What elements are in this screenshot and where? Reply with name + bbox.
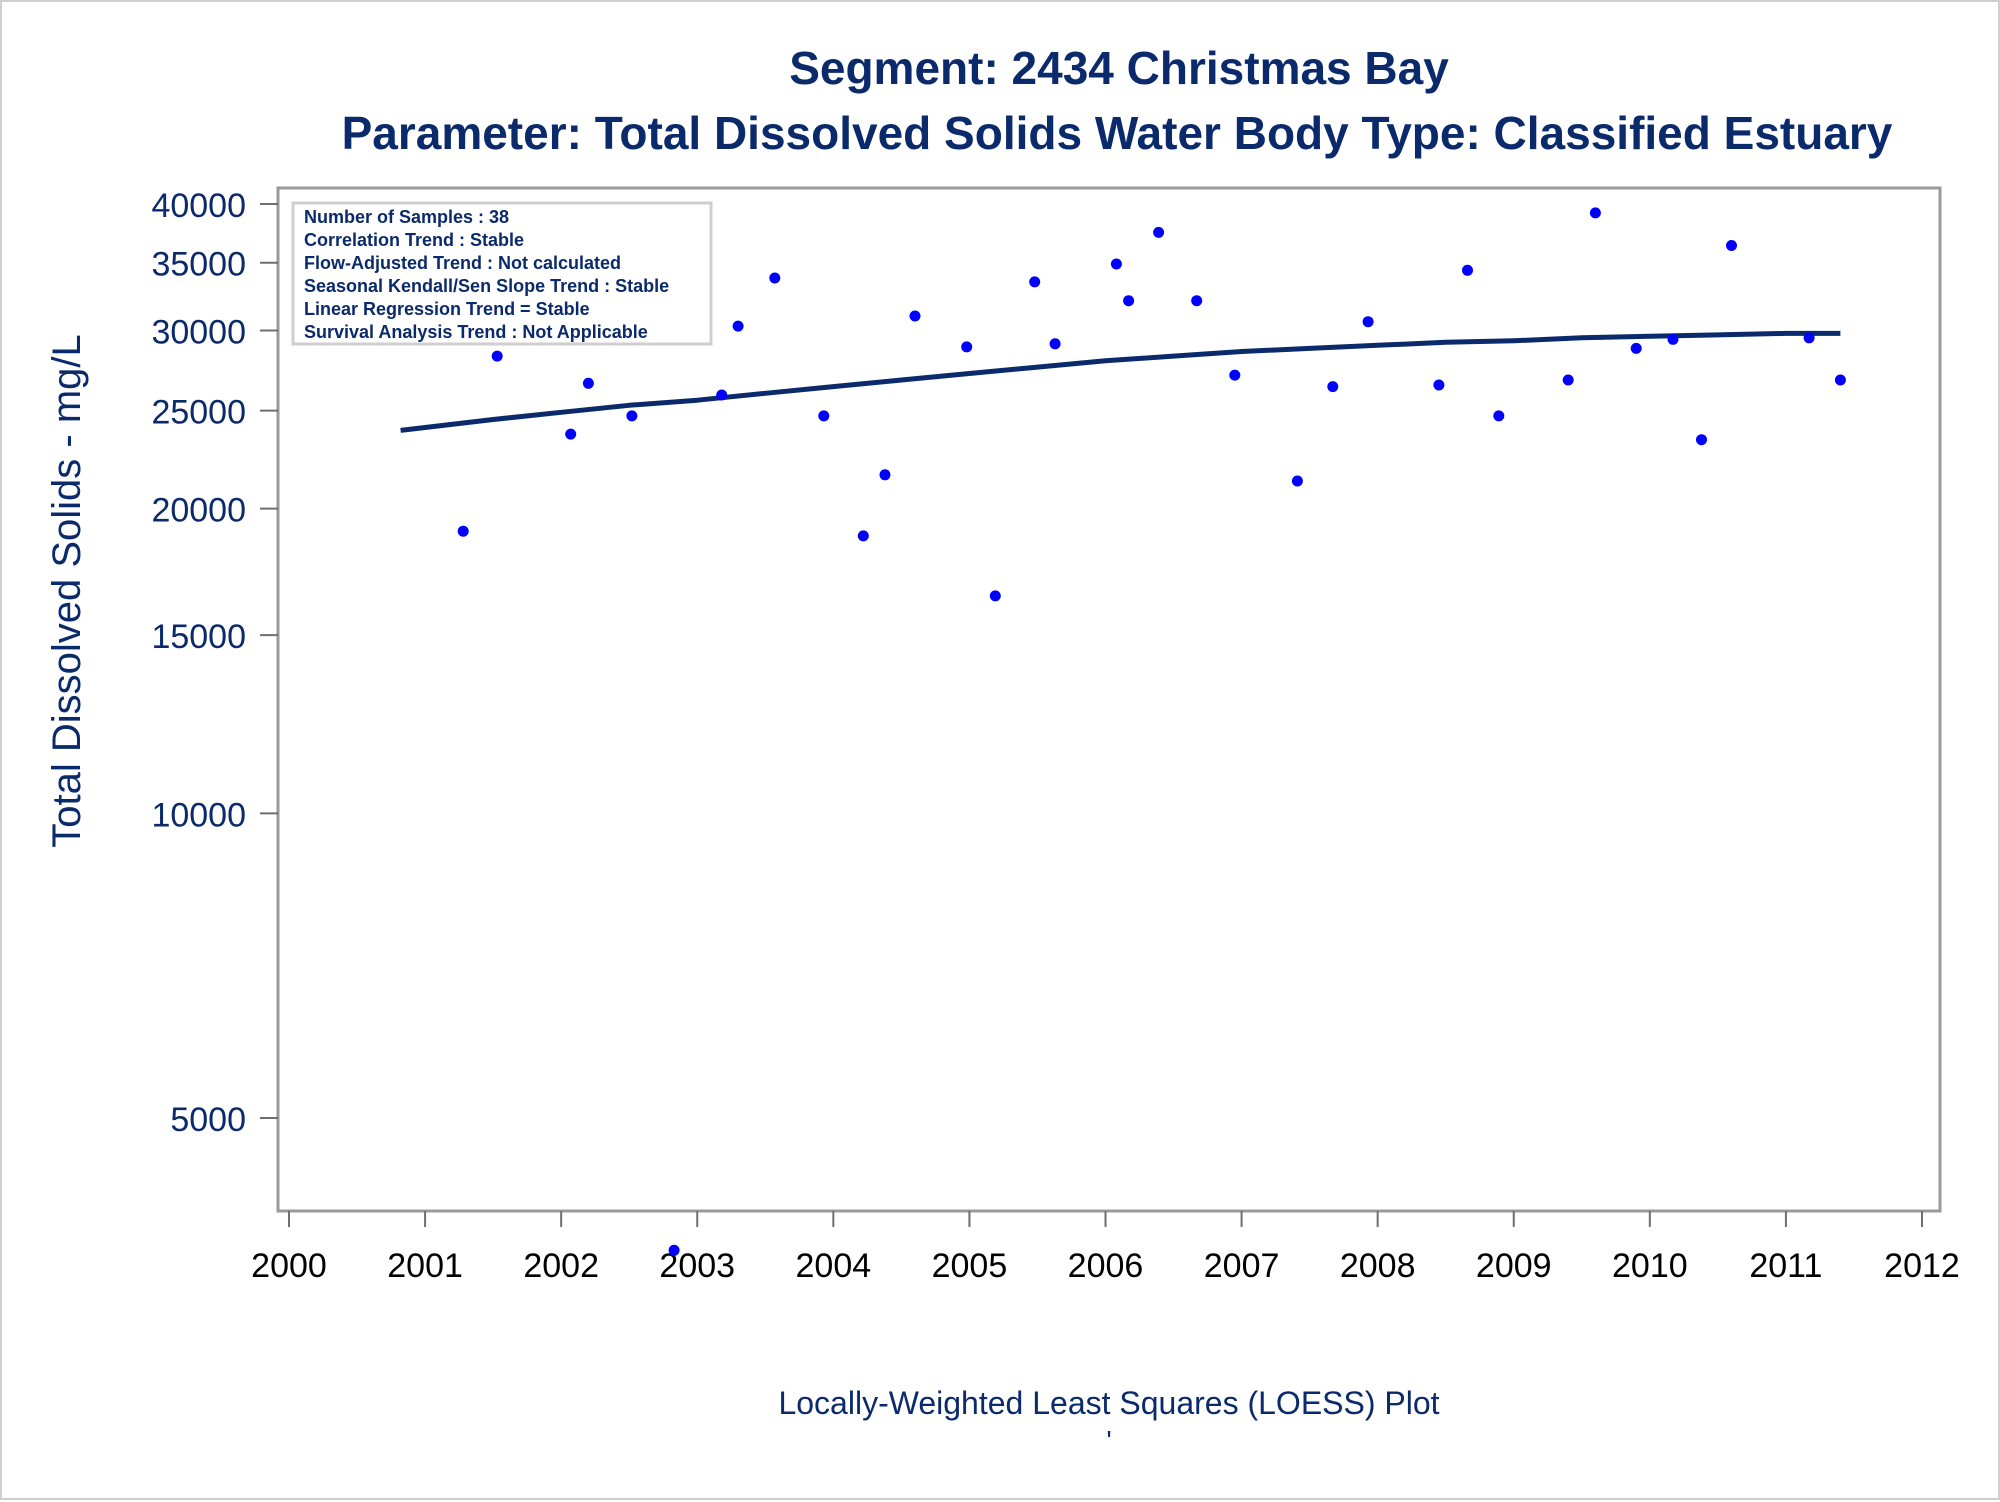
stats-line-linear-regression: Linear Regression Trend = Stable bbox=[304, 299, 590, 319]
data-point bbox=[668, 1244, 680, 1256]
data-point bbox=[1803, 332, 1815, 344]
x-tick-label: 2006 bbox=[1068, 1247, 1144, 1285]
x-tick-label: 2004 bbox=[796, 1247, 872, 1285]
x-tick-label: 2007 bbox=[1204, 1247, 1280, 1285]
data-point bbox=[1493, 410, 1505, 422]
data-point bbox=[1110, 258, 1122, 270]
x-tick-label: 2011 bbox=[1749, 1247, 1822, 1285]
chart-subtitle: Parameter: Total Dissolved Solids Water … bbox=[342, 107, 1893, 159]
x-tick-label: 2010 bbox=[1612, 1247, 1688, 1285]
y-tick-label: 30000 bbox=[151, 313, 246, 351]
data-point bbox=[565, 428, 577, 440]
x-tick-label: 2012 bbox=[1884, 1247, 1960, 1285]
data-point bbox=[491, 350, 503, 362]
data-point bbox=[1834, 374, 1846, 386]
x-tick-label: 2000 bbox=[251, 1247, 327, 1285]
data-point bbox=[818, 410, 830, 422]
stats-line-flow-adjusted: Flow-Adjusted Trend : Not calculated bbox=[304, 253, 621, 273]
y-tick-label: 20000 bbox=[151, 492, 246, 530]
y-axis: 5000 10000 15000 20000 25000 30000 35000 40000 bbox=[151, 187, 278, 1139]
loess-layer bbox=[400, 330, 1841, 433]
y-tick-label: 35000 bbox=[151, 246, 246, 284]
data-point bbox=[857, 530, 869, 542]
x-tick-label: 2005 bbox=[932, 1247, 1008, 1285]
data-point bbox=[1589, 207, 1601, 219]
data-point bbox=[582, 377, 594, 389]
data-point bbox=[879, 469, 891, 481]
x-tick-label: 2002 bbox=[523, 1247, 599, 1285]
data-point bbox=[1362, 316, 1374, 328]
y-tick-label: 40000 bbox=[151, 187, 246, 225]
data-point bbox=[732, 320, 744, 332]
data-point bbox=[989, 590, 1001, 602]
data-point bbox=[1229, 369, 1241, 381]
data-point bbox=[1191, 295, 1203, 307]
data-point bbox=[1327, 381, 1339, 393]
data-point bbox=[1049, 338, 1061, 350]
data-point bbox=[1153, 226, 1165, 238]
x-tick-label: 2001 bbox=[387, 1247, 463, 1285]
data-point bbox=[716, 389, 728, 401]
x-tick-label: 2008 bbox=[1340, 1247, 1416, 1285]
data-point bbox=[1029, 276, 1041, 288]
loess-line bbox=[400, 330, 1841, 433]
data-point bbox=[769, 272, 781, 284]
stats-box-border bbox=[291, 201, 713, 346]
y-tick-label: 5000 bbox=[170, 1101, 246, 1139]
stats-box: Number of Samples : 38 Correlation Trend… bbox=[291, 201, 713, 346]
y-axis-label: Total Dissolved Solids - mg/L bbox=[45, 334, 89, 848]
data-point bbox=[1726, 240, 1737, 251]
chart-title: Segment: 2434 Christmas Bay bbox=[789, 42, 1449, 94]
y-tick-label: 15000 bbox=[151, 618, 246, 656]
data-point bbox=[626, 410, 638, 422]
data-point bbox=[1433, 379, 1445, 391]
data-point bbox=[1630, 342, 1642, 354]
chart-footnote: Locally-Weighted Least Squares (LOESS) P… bbox=[778, 1385, 1439, 1421]
y-tick-label: 10000 bbox=[151, 796, 246, 834]
data-point bbox=[457, 525, 469, 537]
data-point bbox=[1462, 264, 1473, 276]
data-point bbox=[1696, 434, 1707, 446]
data-point bbox=[1291, 475, 1303, 487]
stats-line-seasonal-kendall: Seasonal Kendall/Sen Slope Trend : Stabl… bbox=[304, 276, 669, 296]
x-tick-label: 2009 bbox=[1476, 1247, 1552, 1285]
x-axis: 2000 2001 2002 2003 2004 2005 2006 2007 2008 2009… bbox=[251, 1211, 1960, 1285]
data-point bbox=[1562, 374, 1574, 386]
stats-line-survival: Survival Analysis Trend : Not Applicable bbox=[304, 322, 648, 342]
data-point bbox=[961, 341, 973, 353]
stats-line-correlation: Correlation Trend : Stable bbox=[304, 230, 524, 250]
stats-line-samples: Number of Samples : 38 bbox=[304, 207, 509, 227]
data-point bbox=[1123, 295, 1135, 307]
data-point bbox=[909, 310, 921, 322]
chart-footnote-mark: ' bbox=[1106, 1425, 1111, 1456]
y-tick-label: 25000 bbox=[151, 394, 246, 432]
data-point bbox=[1667, 333, 1679, 345]
